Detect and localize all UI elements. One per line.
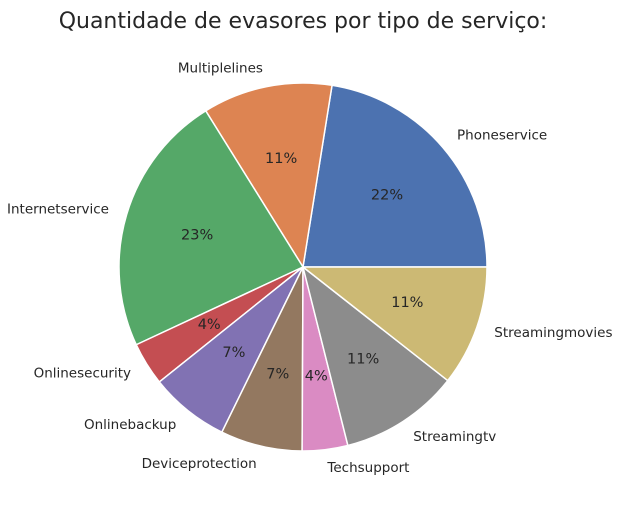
pie-slice-phoneservice <box>302 84 488 268</box>
percent-label-deviceprotection: 7% <box>266 366 289 382</box>
pie-slices <box>118 82 488 452</box>
pie-slice-streamingmovies <box>302 266 488 382</box>
category-label-techsupport: Techsupport <box>326 460 409 476</box>
category-label-onlinebackup: Onlinebackup <box>84 417 176 433</box>
chart-title: Quantidade de evasores por tipo de servi… <box>59 9 548 34</box>
category-label-internetservice: Internetservice <box>7 201 109 217</box>
percent-label-streamingtv: 11% <box>347 352 379 368</box>
percent-label-techsupport: 4% <box>305 369 328 385</box>
pie-slice-multiplelines <box>204 82 333 268</box>
percent-label-onlinebackup: 7% <box>222 345 245 361</box>
category-label-streamingmovies: Streamingmovies <box>494 325 612 341</box>
category-label-phoneservice: Phoneservice <box>457 128 547 144</box>
percent-label-phoneservice: 22% <box>371 187 403 203</box>
category-label-multiplelines: Multiplelines <box>178 61 263 77</box>
percent-label-onlinesecurity: 4% <box>198 317 221 333</box>
pie-slice-internetservice <box>118 110 304 346</box>
category-labels: Phoneservice Multiplelines Internetservice… <box>7 61 613 476</box>
category-label-streamingtv: Streamingtv <box>413 429 496 445</box>
percent-label-internetservice: 23% <box>181 228 213 244</box>
percent-label-multiplelines: 11% <box>265 151 297 167</box>
category-label-deviceprotection: Deviceprotection <box>142 456 257 472</box>
pie-slice-streamingtv <box>302 266 449 447</box>
percent-label-streamingmovies: 11% <box>391 295 423 311</box>
category-label-onlinesecurity: Onlinesecurity <box>34 366 131 382</box>
percent-labels: 22%11%23%4%7%7% 4%11%11% <box>181 151 423 385</box>
